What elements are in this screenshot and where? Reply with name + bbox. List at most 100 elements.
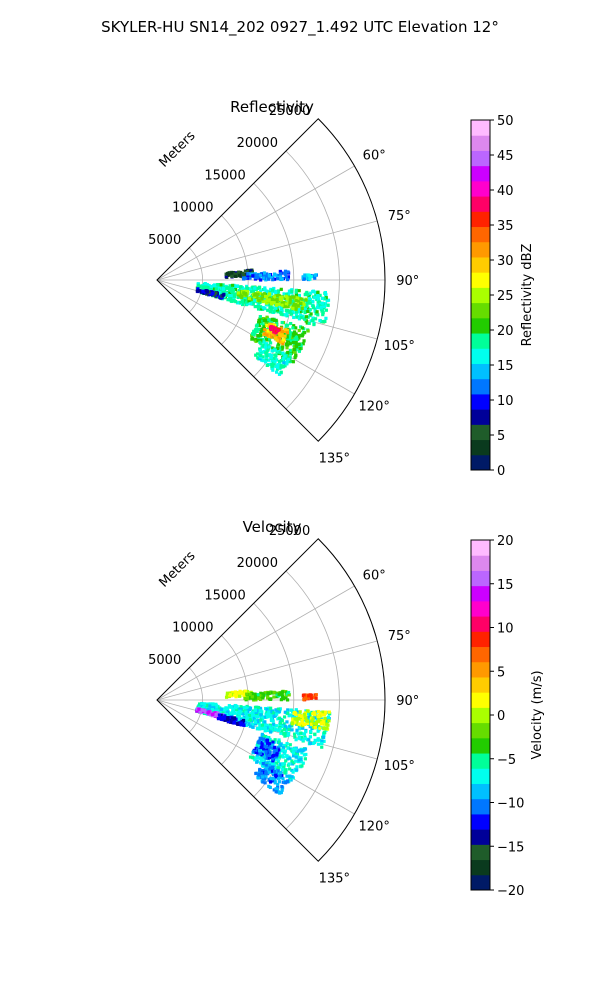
colorbar-tick-label: 15 [497,359,514,374]
radar-gate [305,301,310,305]
radar-gate [280,788,284,792]
reflectivity-colorbar-label: Reflectivity dBZ [520,244,535,347]
radar-gate [251,336,255,340]
radar-gate [257,713,261,717]
radar-gate [274,354,278,358]
radar-gate [278,346,282,350]
radar-gate [296,310,300,314]
radar-gate [320,745,324,749]
radar-gate [273,298,277,302]
radar-gate [316,298,321,302]
colorbar-swatch [471,150,490,167]
radar-gate [307,294,311,298]
radar-gate [269,320,273,324]
radar-gate [299,735,304,740]
radar-gate [262,340,266,344]
radar-gate [241,302,245,307]
colorbar-swatch [471,424,490,441]
radar-gate [267,277,271,281]
radar-gate [225,291,229,295]
radar-gate [240,690,244,694]
radar-gate [265,752,269,756]
radar-gate [288,352,292,356]
radar-gate [284,294,288,298]
radar-gate [245,302,250,306]
radar-gate [254,710,258,714]
radar-gate [270,769,275,773]
radar-gate [228,284,232,288]
radar-gate [265,333,269,337]
radar-gate [323,727,327,731]
radar-gate [321,735,326,739]
radar-gate [311,316,315,320]
radar-gate [277,752,282,756]
colorbar-tick-label: 15 [497,578,514,593]
colorbar-swatch [471,829,490,845]
radar-gate [298,710,302,714]
colorbar-tick-label: 35 [497,219,514,234]
radar-gate [277,709,281,714]
radar-gate [251,289,255,293]
radar-gate [242,693,246,697]
radar-gate [239,707,243,711]
radar-gate [274,273,278,277]
radar-gate [312,713,317,717]
radar-gate [283,749,287,753]
radar-gate [226,710,230,714]
radar-gate [221,287,225,291]
radar-gate [311,318,315,323]
radar-gate [276,717,280,721]
radar-gate [272,330,276,334]
radar-gate [272,301,276,305]
radar-gate [289,713,293,717]
azimuth-gridline [156,640,378,701]
radar-gate [258,317,262,321]
azimuth-tick-label: 75° [388,209,411,224]
radar-gate [323,302,328,306]
radar-gate [229,705,233,709]
radar-gate [255,323,259,327]
radar-gate [236,711,240,715]
radar-gate [265,319,269,323]
radar-gate [263,720,267,724]
radar-gate [273,769,277,774]
radar-gate [265,363,269,368]
radar-gate [291,311,295,315]
radar-gate [270,297,274,301]
radar-gate [274,773,278,777]
colorbar-swatch [471,363,490,380]
radar-gate [256,705,261,710]
radar-gate [315,720,319,724]
radar-gate [290,289,294,293]
radar-gate [259,771,264,775]
radar-gate [304,298,308,302]
radar-gate [290,724,294,728]
radar-gate [278,725,282,729]
radar-gate [267,753,272,758]
radar-gate [263,729,267,733]
radar-gate [314,722,318,726]
velocity-title: Velocity [243,518,302,536]
radar-gate [267,763,272,767]
radar-gate [264,357,268,361]
radar-gate [258,289,263,293]
radar-gate [236,291,240,295]
radar-gate [319,305,323,309]
radar-gate [247,714,252,718]
colorbar-swatch [471,211,490,228]
radar-gate [273,327,277,331]
colorbar-swatch [471,256,490,273]
radar-gate [273,348,277,352]
radar-gate [291,295,295,299]
radar-gate [261,317,265,321]
radar-gate [308,277,312,281]
radar-gate [253,331,257,335]
radar-gate [260,753,265,757]
radar-gate [275,367,280,371]
radar-gate [258,723,262,727]
radar-gate [232,711,237,715]
radar-gate [266,756,270,760]
radar-gate [291,326,295,330]
radar-gate [253,305,257,309]
radar-gate [269,710,273,714]
